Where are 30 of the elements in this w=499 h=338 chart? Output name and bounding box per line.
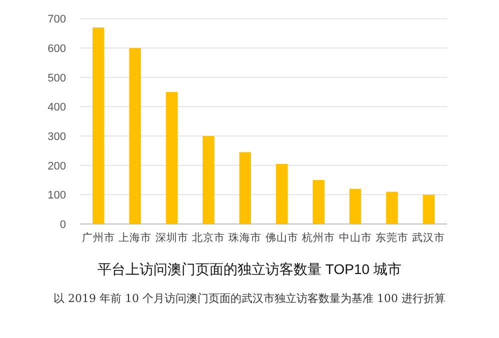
bar: [166, 92, 178, 224]
bar: [239, 152, 252, 224]
y-tick-label: 300: [48, 131, 66, 144]
x-tick-label: 武汉市: [412, 231, 446, 244]
bar: [312, 180, 324, 224]
x-tick-label: 珠海市: [228, 231, 262, 244]
bar: [422, 194, 435, 224]
y-tick-label: 500: [48, 72, 66, 84]
x-tick-label: 东莞市: [375, 231, 408, 244]
y-tick-label: 400: [48, 102, 66, 114]
text: 平台上访问澳门页面的独立访客数量 TOP10 城市: [98, 261, 402, 277]
bar: [92, 28, 104, 224]
x-tick-label: 杭州市: [301, 231, 336, 244]
bar: [276, 164, 288, 224]
x-tick-label: 佛山市: [265, 231, 298, 244]
x-tick-label: 广州市: [82, 231, 115, 244]
y-tick-label: 0: [60, 219, 66, 231]
y-tick-label: 700: [48, 14, 66, 26]
bar: [386, 192, 398, 224]
bar: [349, 188, 362, 224]
x-tick-label: 上海市: [118, 231, 152, 244]
bar: [202, 136, 214, 224]
y-tick-label: 600: [48, 43, 66, 56]
y-tick-label: 200: [48, 160, 66, 172]
x-tick-label: 中山市: [338, 231, 372, 244]
bar: [129, 48, 141, 224]
x-tick-label: 深圳市: [155, 231, 188, 244]
text: 以 2019 年前 10 个月访问澳门页面的武汉市独立访客数量为基准 100 进行折算: [54, 292, 446, 305]
y-tick-label: 100: [48, 190, 66, 202]
x-tick-label: 北京市: [192, 231, 225, 244]
